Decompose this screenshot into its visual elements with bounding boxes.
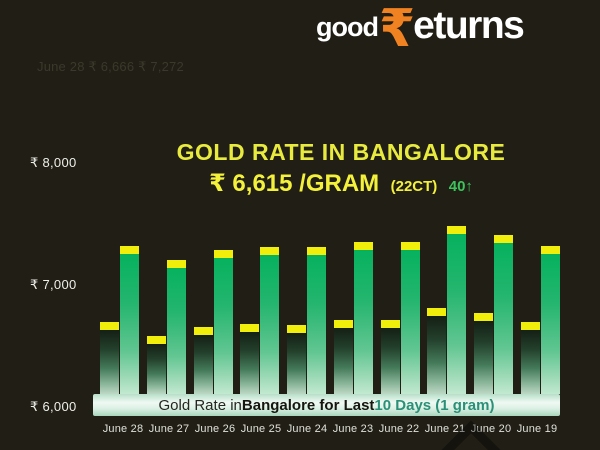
bar-24ct-june-25[interactable] [260, 247, 280, 394]
x-tick-label: June 21 [424, 423, 466, 435]
bar-pair [287, 247, 327, 394]
bar-pair [333, 242, 373, 394]
bar-pair [193, 250, 233, 394]
x-tick-label: June 19 [516, 423, 558, 435]
bar-24ct-june-26[interactable] [213, 250, 233, 394]
price-subtitle: ₹ 6,615 /GRAM (22CT) 40↑ [141, 169, 541, 198]
bar-22ct-june-25[interactable] [240, 324, 260, 394]
bar-24ct-june-23[interactable] [353, 242, 373, 394]
x-tick-label: June 28 [102, 423, 144, 435]
x-tick-label: June 24 [286, 423, 328, 435]
bar-pair [427, 226, 467, 394]
bar-22ct-june-22[interactable] [380, 320, 400, 394]
x-tick-label: June 20 [470, 423, 512, 435]
x-tick-label: June 27 [148, 423, 190, 435]
chart-caption-banner: Gold Rate in Bangalore for Last 10 Days … [93, 394, 560, 416]
bar-pair [380, 242, 420, 394]
bar-24ct-june-27[interactable] [166, 260, 186, 394]
bar-22ct-june-26[interactable] [193, 327, 213, 394]
hover-value-annotation: June 28 ₹ 6,666 ₹ 7,272 [37, 59, 184, 74]
bar-pair [240, 247, 280, 394]
bar-24ct-june-22[interactable] [400, 242, 420, 394]
current-price: ₹ 6,615 /GRAM [209, 170, 380, 197]
carat-label: (22CT) [390, 178, 438, 195]
bar-24ct-june-24[interactable] [307, 247, 327, 394]
banner-text-bold: Bangalore for Last [241, 396, 375, 414]
bar-pair [146, 260, 186, 394]
bar-24ct-june-28[interactable] [120, 246, 139, 394]
bar-22ct-june-27[interactable] [146, 336, 166, 394]
bar-22ct-june-28[interactable] [100, 322, 119, 394]
price-change-up: 40↑ [448, 178, 473, 195]
bar-22ct-june-24[interactable] [287, 325, 307, 394]
bar-24ct-june-21[interactable] [447, 226, 467, 394]
chart-bars [100, 216, 560, 394]
x-tick-label: June 25 [240, 423, 282, 435]
bar-22ct-june-20[interactable] [474, 313, 494, 394]
bar-22ct-june-19[interactable] [520, 322, 540, 394]
bar-22ct-june-23[interactable] [333, 320, 353, 394]
logo-text-eturns: eturns [413, 4, 525, 47]
banner-text-highlight: 10 Days (1 gram) [374, 396, 495, 414]
y-tick-6000: ₹ 6,000 [30, 399, 77, 414]
bar-pair [100, 246, 139, 394]
x-tick-label: June 23 [332, 423, 374, 435]
x-tick-label: June 26 [194, 423, 236, 435]
page-title: GOLD RATE IN BANGALORE [176, 139, 506, 165]
bar-24ct-june-20[interactable] [494, 235, 514, 394]
y-tick-8000: ₹ 8,000 [30, 155, 77, 170]
x-axis-labels: June 28 June 27 June 26 June 25 June 24 June … [100, 423, 560, 435]
x-tick-label: June 22 [378, 423, 420, 435]
bar-pair [474, 235, 514, 394]
goodreturns-logo: good ₹ eturns [316, 0, 525, 58]
bar-pair [520, 246, 560, 394]
bar-22ct-june-21[interactable] [427, 308, 447, 394]
banner-text-normal: Gold Rate in [158, 396, 242, 414]
bar-24ct-june-19[interactable] [540, 246, 560, 394]
rupee-icon: ₹ [378, 0, 416, 58]
logo-text-good: good [316, 12, 379, 42]
y-tick-7000: ₹ 7,000 [30, 277, 77, 292]
